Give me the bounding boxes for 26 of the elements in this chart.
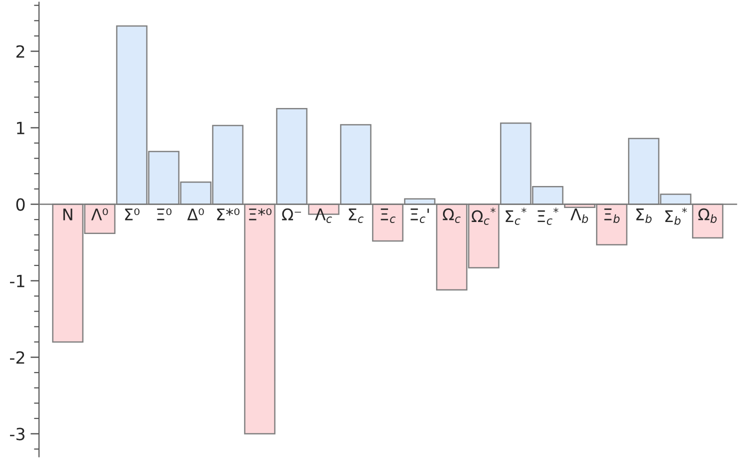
x-tick-label: Λ⁰ — [91, 208, 108, 220]
y-tick-label: 0 — [16, 198, 25, 211]
x-tick-label: Σ$_{c}$$^{*}$ — [506, 208, 526, 225]
x-tick-label: Λ$_{b}$ — [570, 208, 588, 223]
x-tick-label: Ω⁻ — [282, 208, 302, 220]
x-tick-label: Δ⁰ — [187, 208, 204, 220]
x-tick-label: Ω$_{c}$ — [442, 208, 461, 223]
x-tick-label: Σ$_{b}$ — [636, 208, 652, 223]
y-tick-label: 1 — [17, 122, 24, 134]
x-tick-label: Ξ*⁰ — [249, 208, 272, 220]
y-tick-label: 2 — [16, 45, 24, 58]
y-tick-label: -3 — [10, 428, 24, 440]
x-tick-label: Ξ$_{b}$ — [604, 208, 620, 223]
x-tick-label: Ξ⁰ — [157, 208, 172, 220]
x-tick-label: Ξ$_{c}$' — [410, 208, 429, 223]
y-tick-label: -2 — [10, 351, 24, 364]
x-tick-label: Σ*⁰ — [217, 208, 240, 220]
x-tick-label: N — [63, 208, 72, 220]
x-tick-label: Σ⁰ — [125, 208, 140, 220]
x-tick-label: Ξ$_{c}$ — [380, 208, 396, 223]
x-tick-label: Ξ$_{c}$$^{*}$ — [538, 208, 558, 225]
x-tick-label: Σ$_{c}$ — [348, 208, 364, 223]
x-tick-label: Ω$_{b}$ — [698, 208, 717, 223]
x-tick-label: Ω$_{c}$$^{*}$ — [472, 208, 496, 225]
y-tick-label: -1 — [10, 274, 24, 288]
x-tick-label: Σ$_{b}$$^{*}$ — [665, 208, 687, 225]
